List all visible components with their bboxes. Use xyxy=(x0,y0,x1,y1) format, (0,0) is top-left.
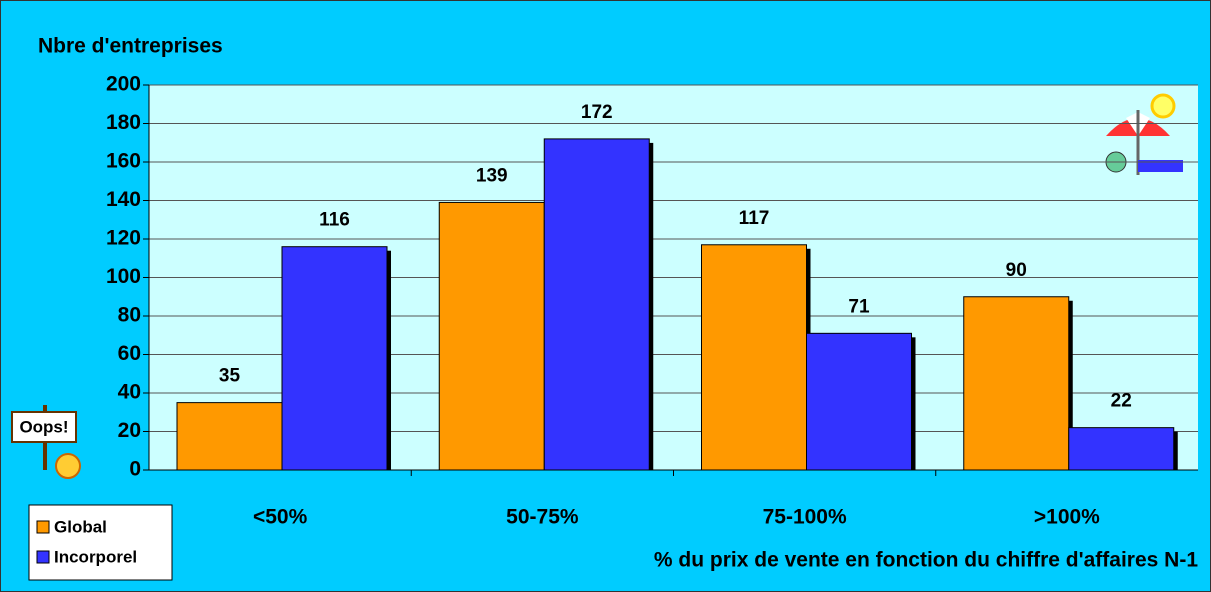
bar xyxy=(963,296,1070,471)
value-label: 35 xyxy=(219,366,241,387)
y-tick-label: 200 xyxy=(106,73,141,96)
value-label: 116 xyxy=(319,210,350,231)
y-tick-label: 40 xyxy=(118,381,141,404)
y-axis-title: Nbre d'entreprises xyxy=(38,35,223,58)
bar xyxy=(281,246,388,471)
legend-swatch xyxy=(36,520,50,534)
legend-label: Incorporel xyxy=(54,547,137,566)
y-tick-label: 20 xyxy=(118,419,141,442)
y-tick-label: 180 xyxy=(106,111,141,134)
sign-text: Oops! xyxy=(19,417,68,436)
bar xyxy=(176,402,283,471)
value-label: 90 xyxy=(1006,260,1027,281)
bar xyxy=(1068,427,1175,471)
x-tick-label: 50-75% xyxy=(506,506,579,529)
y-tick-label: 140 xyxy=(106,188,141,211)
y-tick-label: 160 xyxy=(106,150,141,173)
value-label: 71 xyxy=(848,296,870,317)
value-label: 117 xyxy=(739,208,770,229)
y-tick-label: 100 xyxy=(106,265,141,288)
value-label: 172 xyxy=(581,102,613,123)
legend-box xyxy=(28,504,173,581)
legend-label: Global xyxy=(54,517,107,536)
oops-sign xyxy=(11,405,81,479)
bar xyxy=(543,138,650,471)
umbrella-icon xyxy=(1105,93,1183,175)
y-tick-label: 0 xyxy=(129,458,141,481)
bar xyxy=(806,332,912,471)
x-tick-label: 75-100% xyxy=(763,506,847,529)
value-label: 22 xyxy=(1111,391,1132,412)
x-tick-label: <50% xyxy=(253,506,308,529)
bar xyxy=(438,201,545,471)
y-tick-label: 80 xyxy=(118,304,141,327)
x-axis-title: % du prix de vente en fonction du chiffr… xyxy=(654,549,1198,572)
x-tick-label: >100% xyxy=(1034,506,1100,529)
legend-swatch xyxy=(36,550,50,564)
y-tick-label: 120 xyxy=(106,227,141,250)
value-label: 139 xyxy=(476,165,508,186)
bar xyxy=(701,244,807,471)
y-tick-label: 60 xyxy=(118,342,141,365)
